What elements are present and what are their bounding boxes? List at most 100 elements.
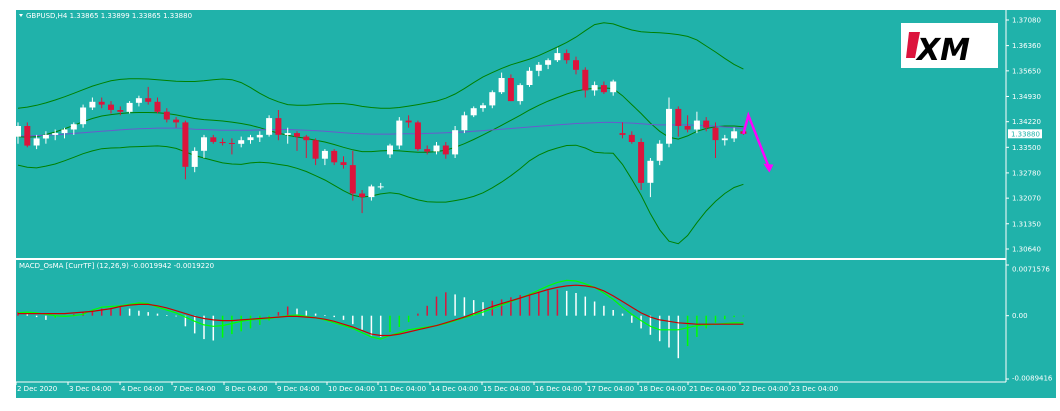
price-tick-label: 1.31350 — [1012, 220, 1041, 228]
candle-body — [712, 127, 719, 141]
time-tick-label: 18 Dec 04:00 — [639, 385, 686, 393]
candle-body — [108, 104, 114, 110]
time-tick-label: 10 Dec 04:00 — [328, 385, 375, 393]
candle-body — [563, 53, 570, 61]
time-tick-label: 22 Dec 04:00 — [741, 385, 788, 393]
macd-tick-label: 0.0071576 — [1012, 266, 1050, 274]
candle-body — [191, 150, 198, 167]
candle-body — [163, 111, 170, 120]
price-tag-background — [1008, 129, 1042, 139]
candle-body — [15, 126, 21, 137]
macd-pane-title: MACD_OsMA [CurrTF] (12,26,9) -0.0019942 … — [19, 262, 214, 270]
candle-body — [498, 78, 505, 93]
candle-body — [675, 108, 682, 126]
candle-body — [628, 134, 635, 142]
time-axis-labels: 2 Dec 2020 3 Dec 04:00 4 Dec 04:00 7 Dec 04… — [15, 382, 838, 393]
candle-body — [526, 70, 533, 85]
price-tick-label: 1.34220 — [1012, 118, 1041, 126]
price-tick-label: 1.34930 — [1012, 93, 1041, 101]
candle-body — [294, 133, 300, 137]
candle-body — [656, 143, 663, 161]
candle-body — [387, 145, 393, 155]
candle-body — [98, 101, 105, 105]
price-pane-background[interactable] — [16, 10, 1006, 258]
macd-signal-line — [17, 279, 744, 340]
candle-body — [638, 142, 645, 183]
candle-body — [721, 138, 728, 141]
candle-body — [210, 137, 217, 142]
price-tick-label: 1.32070 — [1012, 195, 1041, 203]
candle-body — [703, 120, 710, 128]
candle-body — [284, 133, 291, 135]
candle-body — [414, 122, 421, 150]
candle-body — [359, 193, 366, 198]
candle-body — [80, 107, 87, 125]
price-tick-label: 1.35650 — [1012, 67, 1041, 75]
dropdown-triangle-icon[interactable] — [19, 14, 23, 17]
candle-body — [61, 129, 68, 134]
candle-body — [610, 81, 617, 93]
candle-body — [228, 143, 235, 144]
forecast-arrow-line — [742, 111, 771, 170]
price-pane — [15, 22, 774, 245]
band-lower-line — [17, 144, 744, 245]
forecast-arrowhead-icon — [763, 163, 774, 173]
candle-body — [600, 85, 607, 93]
price-tick-label: 1.36360 — [1012, 42, 1041, 50]
candle-body — [442, 145, 449, 155]
candle-body — [619, 133, 626, 135]
time-tick-label: 7 Dec 04:00 — [173, 385, 216, 393]
candle-body — [693, 120, 700, 130]
candle-body — [145, 98, 152, 102]
candle-body — [535, 64, 542, 71]
time-tick-label: 23 Dec 04:00 — [791, 385, 838, 393]
time-tick-label: 17 Dec 04:00 — [587, 385, 634, 393]
candle-body — [312, 140, 319, 159]
time-tick-label: 11 Dec 04:00 — [379, 385, 426, 393]
price-tick-label: 1.30640 — [1012, 246, 1041, 254]
logo-red-stroke — [906, 32, 920, 58]
xm-logo: XM — [901, 23, 998, 68]
macd-tick-label: 0.00 — [1012, 312, 1028, 320]
time-tick-label: 2 Dec 2020 — [17, 385, 57, 393]
candle-body — [349, 165, 356, 194]
candle-body — [433, 145, 440, 152]
candle-body — [507, 78, 514, 102]
time-tick-label: 14 Dec 04:00 — [431, 385, 478, 393]
price-tick-label: 1.33500 — [1012, 144, 1041, 152]
time-tick-label: 21 Dec 04:00 — [689, 385, 736, 393]
candle-body — [582, 69, 589, 91]
price-pane-header: GBPUSD,H4 1.33865 1.33899 1.33865 1.3388… — [19, 12, 192, 20]
candle-body — [256, 134, 263, 138]
current-price-tag: 1.33880 — [1008, 129, 1042, 139]
macd-axis-labels: 0.0071576 0.00 -0.0089416 — [1006, 264, 1053, 383]
candle-body — [340, 162, 347, 165]
candle-body — [303, 136, 310, 141]
band-middle-line — [17, 87, 744, 153]
macd-pane — [17, 279, 745, 359]
candle-body — [154, 101, 161, 112]
candle-body — [331, 150, 338, 163]
candle-body — [238, 140, 245, 144]
time-tick-label: 9 Dec 04:00 — [277, 385, 320, 393]
candle-body — [554, 53, 561, 61]
price-pane-title: GBPUSD,H4 1.33865 1.33899 1.33865 1.3388… — [26, 12, 192, 20]
candle-body — [405, 120, 412, 123]
candle-body — [135, 98, 142, 103]
candle-body — [647, 160, 654, 183]
candle-body — [201, 137, 207, 151]
time-tick-label: 4 Dec 04:00 — [121, 385, 164, 393]
candle-body — [70, 124, 77, 130]
price-tick-label: 1.32780 — [1012, 169, 1041, 177]
band-upper-line — [17, 22, 744, 109]
macd-pane-background[interactable] — [16, 260, 1006, 382]
candle-body — [480, 105, 486, 109]
candle-body — [173, 119, 180, 123]
candle-body — [489, 92, 496, 106]
logo-text: XM — [915, 33, 970, 68]
candle-body — [368, 186, 375, 198]
candle-body — [377, 186, 384, 188]
candle-body — [219, 142, 226, 144]
time-axis-background — [16, 382, 1056, 398]
